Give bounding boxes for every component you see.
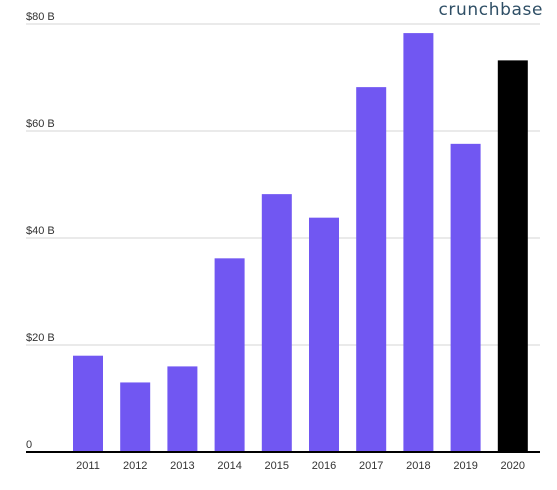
y-tick-label: $20 B	[26, 332, 55, 344]
y-tick-label: 0	[26, 439, 32, 451]
x-tick-label-2011: 2011	[76, 460, 100, 472]
bar-2018	[403, 33, 434, 452]
y-tick-label: $80 B	[26, 11, 55, 23]
x-tick-label-2013: 2013	[170, 460, 194, 472]
x-tick-label-2015: 2015	[265, 460, 289, 472]
y-tick-label: $40 B	[26, 225, 55, 237]
x-tick-label-2012: 2012	[123, 460, 147, 472]
x-tick-label-2017: 2017	[359, 460, 383, 472]
bar-2016	[309, 217, 339, 452]
bar-2019	[450, 143, 481, 452]
x-tick-label-2016: 2016	[312, 460, 336, 472]
bar-2012	[120, 382, 151, 452]
x-tick-label-2018: 2018	[406, 460, 430, 472]
bar-2014	[214, 258, 245, 452]
y-tick-label: $60 B	[26, 118, 55, 130]
bar-2017	[356, 87, 387, 452]
bar-2011	[73, 355, 103, 452]
bar-2015	[261, 194, 292, 452]
bars	[73, 33, 528, 452]
x-axis-tick-labels: 2011 2012 2013 2014 2015 2016 2017 2018 2019 2020	[76, 460, 525, 472]
x-tick-label-2014: 2014	[217, 460, 241, 472]
x-tick-label-2020: 2020	[501, 460, 525, 472]
x-tick-label-2019: 2019	[453, 460, 477, 472]
crunchbase-logo: crunchbase	[438, 0, 543, 20]
y-axis-tick-labels: 0 $20 B $40 B $60 B $80 B	[26, 11, 55, 451]
bar-2020	[497, 60, 528, 452]
bar-2013	[167, 366, 198, 452]
